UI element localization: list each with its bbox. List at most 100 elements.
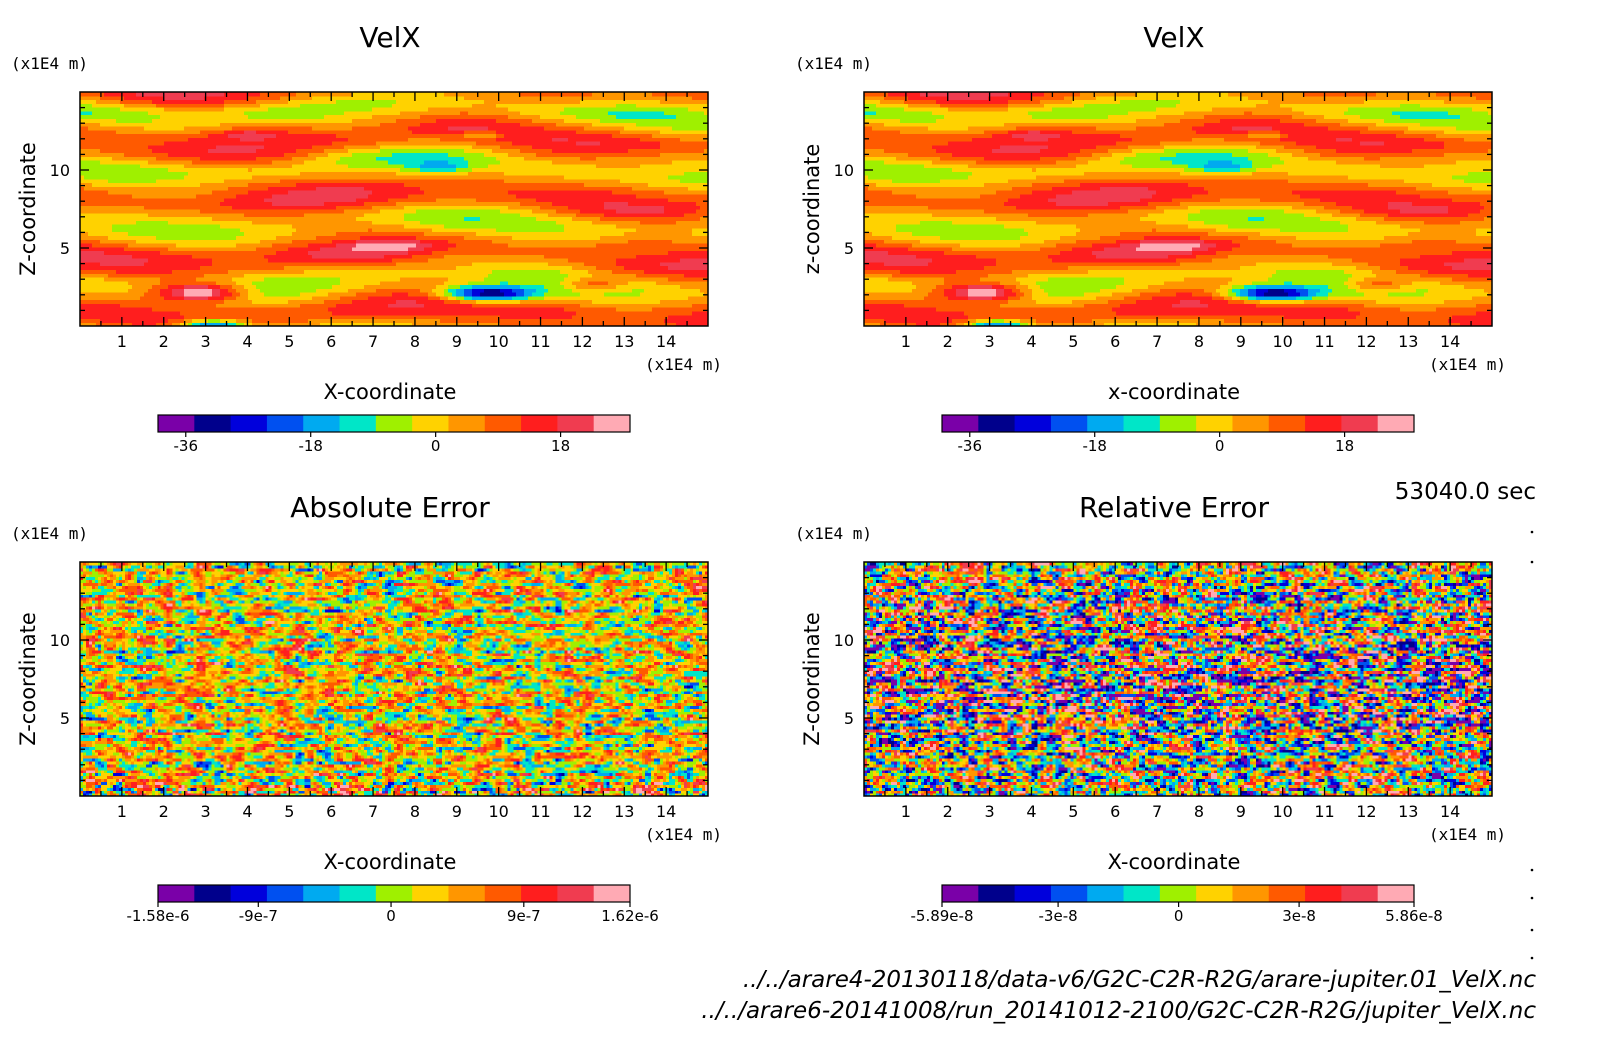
heatmap-cell <box>628 254 633 259</box>
heatmap-cell <box>132 261 137 267</box>
heatmap-cell <box>628 246 633 252</box>
heatmap-cell <box>192 227 197 233</box>
heatmap-cell <box>620 239 625 244</box>
heatmap-cell <box>416 227 421 233</box>
heatmap-cell <box>88 318 93 323</box>
heatmap-cell <box>212 273 217 278</box>
heatmap-cell <box>336 239 341 244</box>
heatmap-cell <box>300 310 305 316</box>
heatmap-cell <box>188 220 193 225</box>
heatmap-cell <box>656 273 661 278</box>
heatmap-cell <box>444 246 449 252</box>
heatmap-cell <box>112 265 117 270</box>
heatmap-cell <box>368 318 373 323</box>
heatmap-cell <box>152 235 157 240</box>
heatmap-cell <box>432 250 437 255</box>
heatmap-cell <box>460 261 465 267</box>
heatmap-cell <box>408 258 413 263</box>
heatmap-cell <box>140 242 145 248</box>
heatmap-cell <box>560 220 565 225</box>
heatmap-cell <box>660 258 665 263</box>
heatmap-cell <box>436 307 441 312</box>
heatmap-cell <box>80 318 85 323</box>
heatmap-cell <box>652 258 657 263</box>
heatmap-cell <box>176 318 181 323</box>
heatmap-cell <box>440 250 445 255</box>
heatmap-cell <box>364 288 369 293</box>
heatmap-cell <box>612 239 617 244</box>
heatmap-cell <box>112 310 117 316</box>
heatmap-cell <box>332 242 337 248</box>
heatmap-cell <box>616 295 621 301</box>
heatmap-cell <box>180 318 185 323</box>
heatmap-cell <box>592 265 597 270</box>
heatmap-cell <box>488 295 493 301</box>
heatmap-cell <box>544 280 549 286</box>
heatmap-cell <box>456 284 461 289</box>
heatmap-cell <box>592 216 597 221</box>
heatmap-cell <box>464 227 469 233</box>
heatmap-cell <box>208 220 213 225</box>
heatmap-cell <box>516 307 521 312</box>
heatmap-cell <box>660 295 665 301</box>
heatmap-cell <box>244 310 249 316</box>
heatmap-cell <box>444 254 449 259</box>
heatmap-cell <box>652 269 657 274</box>
heatmap-cell <box>300 209 305 214</box>
heatmap-cell <box>612 292 617 297</box>
heatmap-cell <box>596 261 601 267</box>
heatmap-cell <box>692 224 697 229</box>
heatmap-cell <box>172 314 177 320</box>
heatmap-cell <box>452 295 457 301</box>
heatmap-cell <box>244 284 249 289</box>
heatmap-cell <box>484 307 489 312</box>
heatmap-cell <box>460 209 465 214</box>
heatmap-cell <box>356 292 361 297</box>
heatmap-cell <box>548 239 553 244</box>
heatmap-cell <box>520 307 525 312</box>
heatmap-cell <box>536 239 541 244</box>
heatmap-cell <box>352 212 357 218</box>
heatmap-cell <box>656 288 661 293</box>
heatmap-cell <box>316 292 321 297</box>
heatmap-cell <box>488 235 493 240</box>
heatmap-cell <box>632 299 637 304</box>
heatmap-cell <box>220 292 225 297</box>
heatmap-cell <box>660 212 665 218</box>
heatmap-cell <box>100 220 105 225</box>
heatmap-cell <box>104 284 109 289</box>
heatmap-cell <box>704 280 708 286</box>
heatmap-cell <box>612 310 617 316</box>
heatmap-cell <box>204 276 209 282</box>
heatmap-cell <box>656 299 661 304</box>
heatmap-cell <box>444 314 449 320</box>
heatmap-cell <box>512 310 517 316</box>
heatmap-cell <box>680 224 685 229</box>
heatmap-cell <box>312 322 317 326</box>
heatmap-cell <box>448 239 453 244</box>
heatmap-cell <box>496 284 501 289</box>
heatmap-cell <box>700 231 705 237</box>
heatmap-cell <box>692 227 697 233</box>
heatmap-cell <box>540 242 545 248</box>
heatmap-cell <box>148 224 153 229</box>
heatmap-cell <box>220 310 225 316</box>
heatmap-cell <box>84 250 89 255</box>
heatmap-cell <box>696 261 701 267</box>
heatmap-cell <box>124 216 129 221</box>
heatmap-cell <box>608 299 613 304</box>
heatmap-cell <box>132 250 137 255</box>
heatmap-cell <box>108 242 113 248</box>
heatmap-cell <box>264 212 269 218</box>
heatmap-cell <box>320 307 325 312</box>
heatmap-cell <box>180 269 185 274</box>
heatmap-cell <box>276 265 281 270</box>
heatmap-cell <box>100 261 105 267</box>
heatmap-cell <box>108 303 113 308</box>
heatmap-cell <box>324 239 329 244</box>
heatmap-cell <box>652 227 657 233</box>
heatmap-cell <box>476 284 481 289</box>
heatmap-cell <box>652 310 657 316</box>
heatmap-cell <box>512 216 517 221</box>
heatmap-cell <box>104 224 109 229</box>
